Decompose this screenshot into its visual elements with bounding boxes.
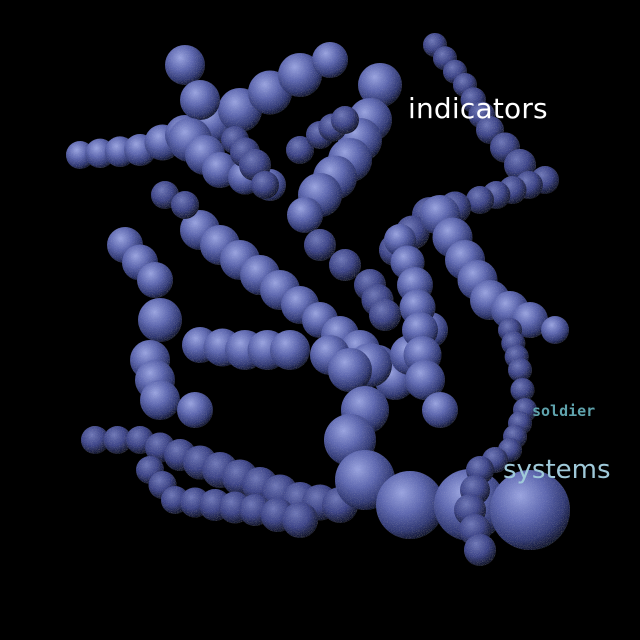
label-indicators: indicators — [408, 92, 548, 125]
bead — [369, 299, 401, 331]
bead — [328, 348, 372, 392]
bead — [510, 378, 535, 402]
bead — [251, 171, 279, 199]
bead — [286, 136, 314, 164]
bead — [282, 502, 318, 538]
bead — [312, 42, 348, 78]
bead — [358, 63, 402, 107]
bead-chains — [66, 33, 570, 566]
bead — [331, 106, 359, 134]
bead — [541, 316, 569, 344]
bead — [508, 358, 532, 382]
bead — [270, 330, 310, 370]
bead — [278, 53, 322, 97]
bead — [422, 392, 458, 428]
bead — [304, 229, 336, 261]
bead — [329, 249, 361, 281]
bead — [466, 186, 494, 214]
bead — [405, 360, 445, 400]
bead — [138, 298, 182, 342]
bead — [376, 471, 444, 539]
bead — [490, 470, 570, 550]
bead — [140, 380, 180, 420]
bead — [137, 262, 173, 298]
bead — [103, 426, 132, 454]
bead — [165, 45, 205, 85]
label-systems: systems — [503, 455, 611, 485]
bead — [180, 80, 220, 120]
label-soldier: soldier — [532, 402, 596, 420]
bead — [177, 392, 213, 428]
bead — [287, 197, 323, 233]
bead — [81, 426, 109, 454]
bead — [171, 191, 199, 219]
bead — [464, 534, 496, 566]
